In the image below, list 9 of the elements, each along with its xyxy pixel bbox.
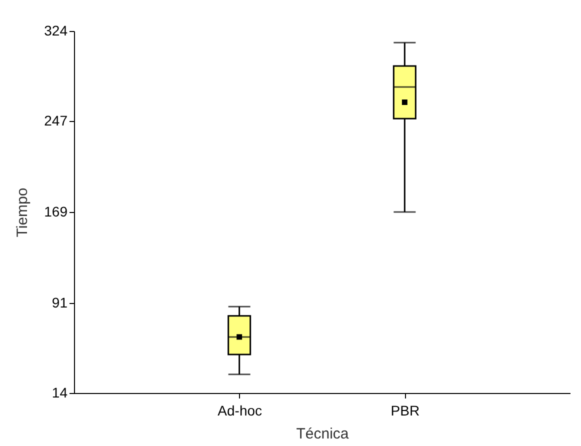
y-tick-label: 91 [52,294,68,311]
y-tick-label: 324 [44,22,68,38]
x-axis-title: Técnica [296,426,350,442]
y-tick-label: 247 [44,112,68,128]
x-tick-label: Ad-hoc [218,402,262,418]
x-tick-label: PBR [390,402,420,418]
y-tick-label: 14 [52,384,68,400]
y-tick-label: 169 [44,204,68,220]
y-axis-title: Tiempo [14,188,32,238]
